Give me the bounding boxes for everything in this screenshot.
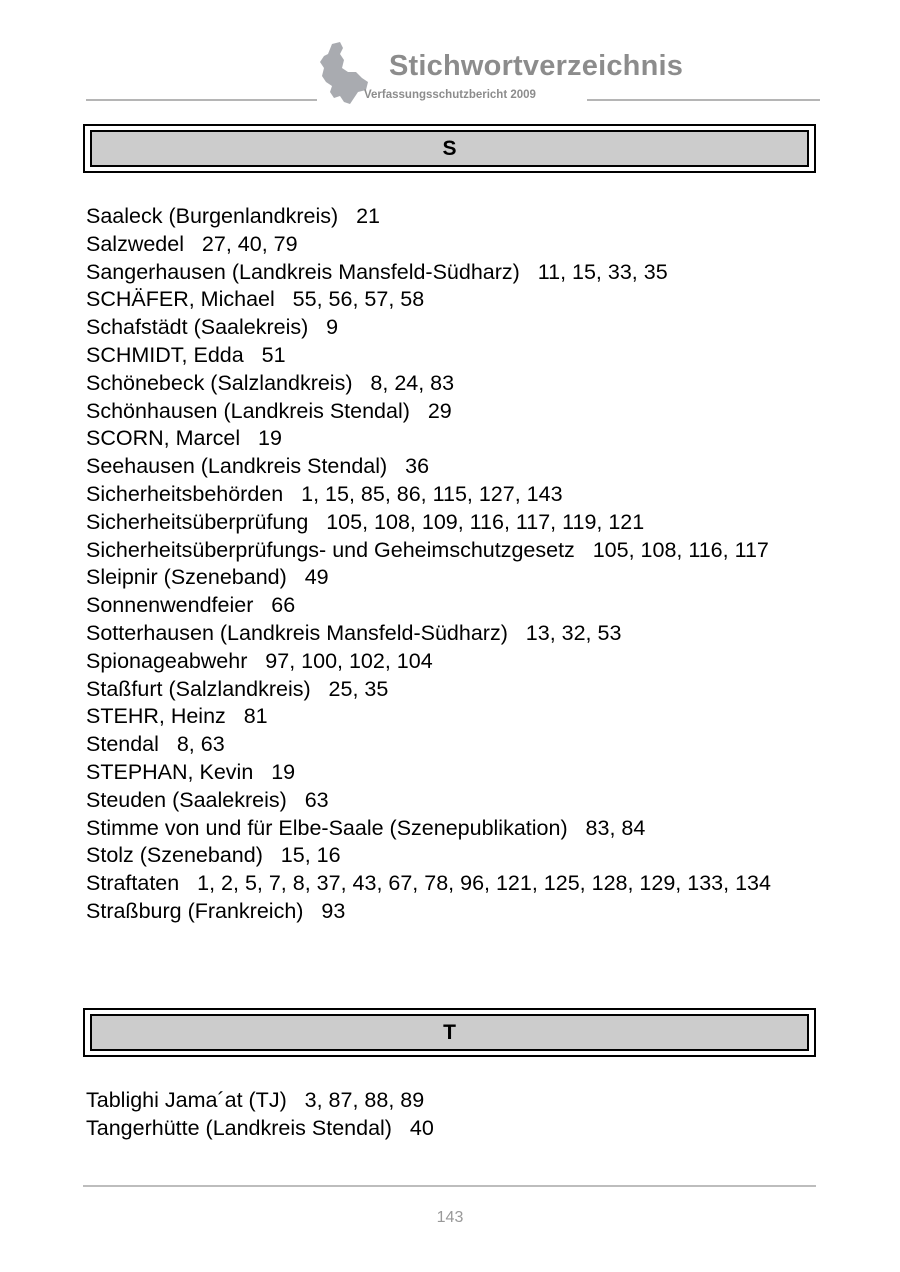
index-entry: Straftaten 1, 2, 5, 7, 8, 37, 43, 67, 78… xyxy=(86,871,771,896)
index-entry: Tablighi Jama´at (TJ) 3, 87, 88, 89 xyxy=(86,1088,425,1112)
sachsen-anhalt-map-icon xyxy=(320,42,368,104)
section-letter: S xyxy=(90,130,809,167)
index-entry: STEHR, Heinz 81 xyxy=(86,704,268,729)
page-number: 143 xyxy=(436,1209,464,1226)
index-entry: Stendal 8, 63 xyxy=(86,732,225,757)
index-entry: Tangerhütte (Landkreis Stendal) 40 xyxy=(86,1115,434,1140)
section-header-t: T xyxy=(83,1008,816,1057)
index-entries-t: Tablighi Jama´at (TJ) 3, 87, 88, 89 Tange… xyxy=(86,1087,816,1143)
index-entry: SCORN, Marcel 19 xyxy=(86,426,282,451)
index-entry: Sonnenwendfeier 66 xyxy=(86,593,296,618)
index-entry: Sicherheitsüberprüfung 105, 108, 109, 11… xyxy=(86,509,645,534)
index-entry: Schafstädt (Saalekreis) 9 xyxy=(86,315,339,340)
index-entry: Sicherheitsüberprüfungs- und Geheimschut… xyxy=(86,537,769,562)
index-entry: Straßburg (Frankreich) 93 xyxy=(86,898,346,923)
index-entry: Schönebeck (Salzlandkreis) 8, 24, 83 xyxy=(86,370,455,395)
index-entry: Spionageabwehr 97, 100, 102, 104 xyxy=(86,648,433,673)
header-title: Stichwortverzeichnis xyxy=(389,50,684,82)
index-entry: Schönhausen (Landkreis Stendal) 29 xyxy=(86,398,452,423)
index-entries-s: Saaleck (Burgenlandkreis) 21 Salzwedel 27… xyxy=(86,203,816,926)
section-letter: T xyxy=(90,1014,809,1051)
index-entry: STEPHAN, Kevin 19 xyxy=(86,759,296,784)
index-entry: Sotterhausen (Landkreis Mansfeld-Südharz… xyxy=(86,620,622,645)
section-header-s: S xyxy=(83,124,816,173)
index-entry: Stimme von und für Elbe-Saale (Szenepubl… xyxy=(86,815,646,840)
header-rule-left xyxy=(86,99,317,101)
index-entry: Sangerhausen (Landkreis Mansfeld-Südharz… xyxy=(86,259,668,284)
footer-rule xyxy=(83,1185,816,1187)
index-entry: Staßfurt (Salzlandkreis) 25, 35 xyxy=(86,676,389,701)
index-entry: SCHMIDT, Edda 51 xyxy=(86,342,286,367)
index-entry: Sleipnir (Szeneband) 49 xyxy=(86,565,329,590)
index-entry: Salzwedel 27, 40, 79 xyxy=(86,231,298,256)
index-entry: Sicherheitsbehörden 1, 15, 85, 86, 115, … xyxy=(86,481,563,506)
header-rule-right xyxy=(587,99,820,101)
index-entry: Stolz (Szeneband) 15, 16 xyxy=(86,843,341,868)
index-entry: SCHÄFER, Michael 55, 56, 57, 58 xyxy=(86,287,425,312)
index-entry: Steuden (Saalekreis) 63 xyxy=(86,787,329,812)
header-subtitle: Verfassungsschutzbericht 2009 xyxy=(364,89,536,101)
index-entry: Saaleck (Burgenlandkreis) 21 xyxy=(86,204,380,228)
index-entry: Seehausen (Landkreis Stendal) 36 xyxy=(86,454,430,479)
